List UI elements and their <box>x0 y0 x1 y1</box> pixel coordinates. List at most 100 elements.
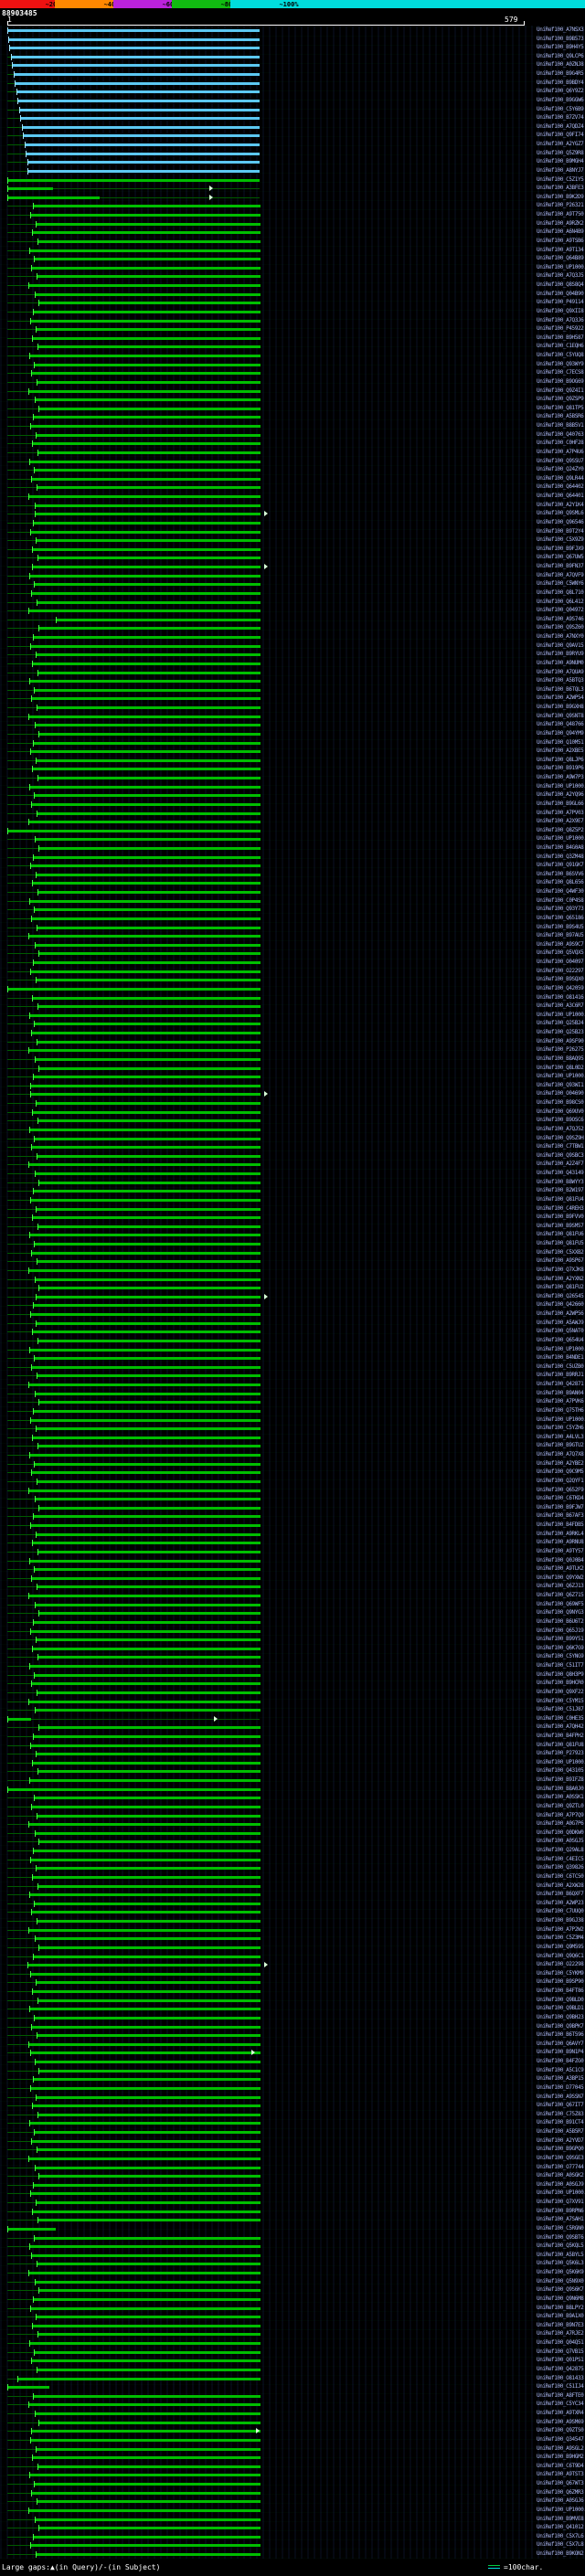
hit-label[interactable]: UniRef100_Q6ZJ13 <box>537 1583 584 1590</box>
hit-label[interactable]: UniRef100_A5BTQ3 <box>537 677 584 684</box>
hit-label[interactable]: UniRef100_A0SGJ9 <box>537 2180 584 2188</box>
hit-label[interactable]: UniRef100_Q24ZY0 <box>537 466 584 473</box>
hit-bar[interactable] <box>28 389 261 393</box>
hit-bar[interactable] <box>30 970 261 973</box>
hit-label[interactable]: UniRef100_Q48766 <box>537 721 584 728</box>
hit-bar[interactable] <box>29 2245 261 2249</box>
hit-row[interactable]: UniRef100_O04690 <box>0 1090 585 1099</box>
hit-label[interactable]: UniRef100_UP1000... <box>537 835 585 843</box>
hit-row[interactable]: UniRef100_A2WP54 <box>0 694 585 704</box>
hit-bar[interactable] <box>32 231 261 235</box>
hit-bar[interactable] <box>36 2553 261 2556</box>
hit-row[interactable]: UniRef100_A9SP67 <box>0 1257 585 1267</box>
hit-bar[interactable] <box>37 2465 261 2468</box>
hit-label[interactable]: UniRef100_C0P4S8 <box>537 896 584 904</box>
hit-row[interactable]: UniRef100_A5C1C9 <box>0 2067 585 2076</box>
hit-bar[interactable] <box>55 618 261 621</box>
hit-label[interactable]: UniRef100_A9SP67 <box>537 1257 584 1265</box>
hit-label[interactable]: UniRef100_Q8LJP6 <box>537 756 584 763</box>
hit-row[interactable]: UniRef100_A7QVF9 <box>0 572 585 581</box>
hit-bar[interactable] <box>28 1268 261 1272</box>
hit-row[interactable]: UniRef100_A9TY57 <box>0 1548 585 1557</box>
hit-row[interactable]: UniRef100_A3C6R7 <box>0 1002 585 1012</box>
hit-bar[interactable] <box>31 1471 261 1475</box>
hit-bar[interactable] <box>34 1673 261 1677</box>
hit-bar[interactable] <box>16 2377 261 2380</box>
hit-label[interactable]: UniRef100_Q8S8Q4 <box>537 281 584 289</box>
hit-label[interactable]: UniRef100_B8LPY2 <box>537 2304 584 2311</box>
hit-row[interactable]: UniRef100_A9SM69 <box>0 2419 585 2428</box>
hit-bar[interactable] <box>32 996 261 1000</box>
hit-row[interactable]: UniRef100_B4G0A8 <box>0 844 585 853</box>
hit-row[interactable]: UniRef100_C6T9D4 <box>0 2463 585 2472</box>
hit-row[interactable]: UniRef100_Q6ZJ13 <box>0 1583 585 1592</box>
hit-row[interactable]: UniRef100_Q0J0B4 <box>0 1557 585 1566</box>
hit-row[interactable]: UniRef100_Q9ZSP9 <box>0 396 585 405</box>
hit-bar[interactable] <box>37 380 261 384</box>
hit-bar[interactable] <box>36 2447 261 2451</box>
hit-row[interactable]: UniRef100_B8AQ95 <box>0 1055 585 1065</box>
hit-bar[interactable] <box>29 1559 261 1563</box>
hit-label[interactable]: UniRef100_Q9M595 <box>537 1943 584 1950</box>
hit-label[interactable]: UniRef100_B9FJW7 <box>537 1503 584 1511</box>
hit-bar[interactable] <box>32 2456 261 2460</box>
hit-label[interactable]: UniRef100_Q81FU2 <box>537 1284 584 1291</box>
hit-row[interactable]: UniRef100_B9H4Y5 <box>0 44 585 53</box>
hit-row[interactable]: UniRef100_B9SM57 <box>0 1223 585 1232</box>
hit-row[interactable]: UniRef100_B8LPY2 <box>0 2305 585 2314</box>
hit-label[interactable]: UniRef100_O22298 <box>537 1961 584 1968</box>
hit-bar[interactable] <box>37 1339 261 1342</box>
hit-label[interactable]: UniRef100_Q9SGE3 <box>537 2154 584 2161</box>
hit-row[interactable]: UniRef100_UP1000... <box>0 1346 585 1355</box>
hit-bar[interactable] <box>31 1365 261 1369</box>
hit-bar[interactable] <box>34 1462 261 1466</box>
hit-row[interactable]: UniRef100_B98CS0 <box>0 1099 585 1108</box>
hit-label[interactable]: UniRef100_A7QDZ4 <box>537 122 584 130</box>
hit-row[interactable]: UniRef100_A7P4U6 <box>0 449 585 458</box>
hit-row[interactable]: UniRef100_Q40763 <box>0 431 585 440</box>
hit-label[interactable]: UniRef100_C51IT7 <box>537 1662 584 1669</box>
hit-row[interactable]: UniRef100_P26321 <box>0 202 585 211</box>
hit-bar[interactable] <box>37 2333 261 2337</box>
hit-label[interactable]: UniRef100_P45922 <box>537 325 584 333</box>
hit-label[interactable]: UniRef100_C7UUQ0 <box>537 1908 584 1915</box>
hit-bar[interactable] <box>31 591 261 595</box>
hit-row[interactable]: UniRef100_B9OSC6 <box>0 1117 585 1126</box>
hit-bar[interactable] <box>36 1427 261 1431</box>
hit-row[interactable]: UniRef100_A9SF90 <box>0 1038 585 1047</box>
hit-label[interactable]: UniRef100_C5Z1Y5 <box>537 175 584 183</box>
hit-bar[interactable] <box>28 1928 261 1932</box>
hit-label[interactable]: UniRef100_B4G0A8 <box>537 844 584 851</box>
hit-row[interactable]: UniRef100_B6QXF7 <box>0 1891 585 1900</box>
hit-row[interactable]: UniRef100_C5RGN0 <box>0 2225 585 2234</box>
hit-row[interactable]: UniRef100_A0SSK1 <box>0 1794 585 1803</box>
hit-bar[interactable] <box>37 671 261 674</box>
hit-bar[interactable] <box>32 566 261 569</box>
hit-bar[interactable] <box>37 1224 261 1228</box>
hit-row[interactable]: UniRef100_A2YGZ7 <box>0 141 585 150</box>
hit-label[interactable]: UniRef100_Q43149 <box>537 1170 584 1177</box>
hit-row[interactable]: UniRef100_Q9BLD1 <box>0 2005 585 2014</box>
hit-bar[interactable] <box>31 266 261 270</box>
hit-row[interactable]: UniRef100_B9OG69 <box>0 378 585 387</box>
hit-row[interactable]: UniRef100_B8A0J0 <box>0 1786 585 1795</box>
hit-label[interactable]: UniRef100_C75Z83 <box>537 2110 584 2117</box>
hit-row[interactable]: UniRef100_Q9ZTL0 <box>0 1803 585 1812</box>
hit-label[interactable]: UniRef100_Q9SNT8 <box>537 712 584 719</box>
hit-row[interactable]: UniRef100_A7RJE2 <box>0 2330 585 2339</box>
hit-bar[interactable] <box>32 2104 261 2108</box>
hit-bar[interactable] <box>37 926 261 929</box>
hit-row[interactable]: UniRef100_B4FDB5 <box>0 1521 585 1531</box>
hit-row[interactable]: UniRef100_Q8H3P9 <box>0 1671 585 1680</box>
hit-bar[interactable] <box>31 1146 261 1150</box>
hit-row[interactable]: UniRef100_A9S746 <box>0 616 585 625</box>
hit-bar[interactable] <box>28 1823 261 1827</box>
hit-bar[interactable] <box>7 37 260 41</box>
hit-bar[interactable] <box>29 1665 261 1668</box>
hit-row[interactable]: UniRef100_B67AF3 <box>0 1512 585 1521</box>
hit-label[interactable]: UniRef100_UP1000... <box>537 2506 585 2513</box>
hit-bar[interactable] <box>36 1638 261 1642</box>
hit-bar[interactable] <box>7 1787 261 1791</box>
hit-bar[interactable] <box>30 644 261 648</box>
hit-bar[interactable] <box>38 407 261 410</box>
